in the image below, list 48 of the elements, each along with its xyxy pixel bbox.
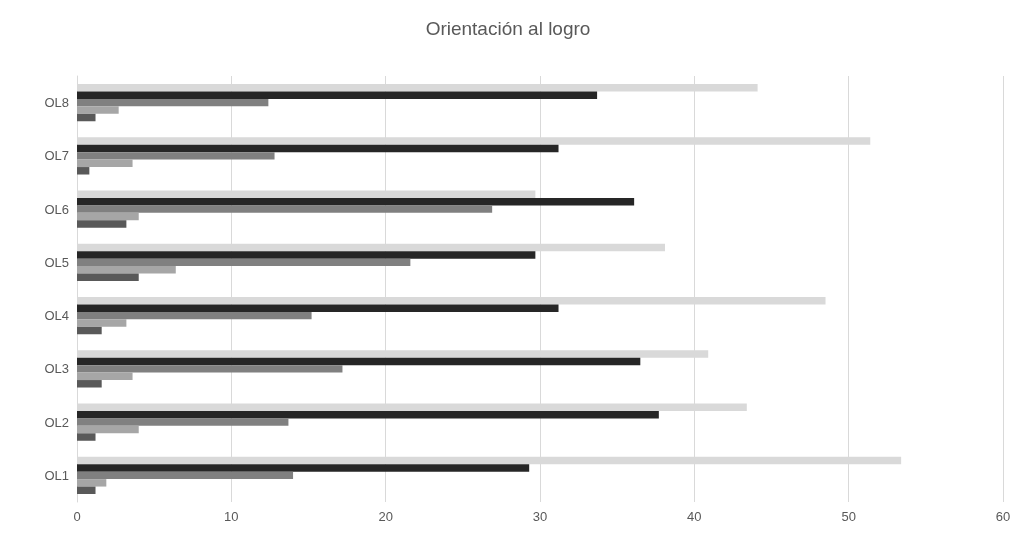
bar <box>77 91 598 99</box>
bar <box>77 205 493 213</box>
bar <box>77 311 312 320</box>
bar <box>77 425 139 434</box>
bar <box>77 365 343 373</box>
y-tick-label: OL4 <box>44 308 69 324</box>
bar <box>77 433 96 441</box>
bar <box>77 144 559 153</box>
y-tick-label: OL2 <box>44 414 69 430</box>
bar <box>77 319 127 327</box>
bar <box>77 197 635 206</box>
bar <box>77 380 102 388</box>
x-tick-label: 30 <box>532 509 548 524</box>
y-tick-label: OL1 <box>44 467 69 483</box>
bar <box>77 464 530 472</box>
x-tick-label: 0 <box>73 509 81 524</box>
bar <box>77 486 96 495</box>
bar <box>77 357 641 366</box>
bar <box>77 212 139 221</box>
bar <box>77 98 269 107</box>
bar <box>77 372 133 381</box>
bar <box>77 220 127 228</box>
bar <box>77 273 139 282</box>
y-tick-label: OL6 <box>44 201 69 217</box>
x-tick-label: 50 <box>841 509 856 524</box>
bar <box>77 251 536 259</box>
y-tick-label: OL8 <box>44 95 69 111</box>
bar <box>77 479 107 487</box>
bar <box>77 326 102 335</box>
bar <box>77 410 659 419</box>
bar <box>77 418 289 426</box>
x-tick-label: 20 <box>378 509 393 524</box>
bar <box>77 266 176 274</box>
bar <box>77 167 90 175</box>
y-tick-label: OL7 <box>44 148 69 164</box>
x-tick-label: 60 <box>995 509 1011 524</box>
y-tick-label: OL5 <box>44 254 69 270</box>
y-tick-label: OL3 <box>44 361 69 377</box>
bar <box>77 471 294 480</box>
bar <box>77 113 96 122</box>
x-tick-label: 10 <box>224 509 239 524</box>
chart-title: Orientación al logro <box>425 18 591 39</box>
bar <box>77 304 559 312</box>
x-tick-label: 40 <box>687 509 702 524</box>
bar <box>77 152 275 160</box>
bar <box>77 159 133 168</box>
bar <box>77 258 411 267</box>
bar <box>77 106 119 114</box>
